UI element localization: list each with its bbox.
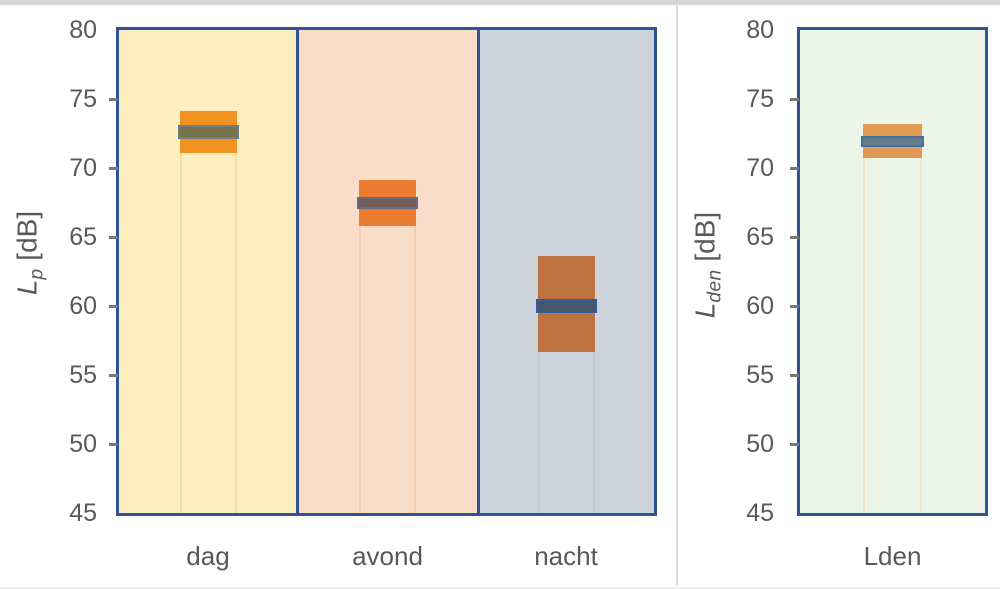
y-tick-label-55: 55 bbox=[69, 361, 97, 389]
y-axis-tick-55 bbox=[790, 373, 799, 377]
y-axis-title-symbol: L bbox=[689, 302, 721, 319]
range-box-avond bbox=[359, 180, 416, 226]
y-axis-tick-70 bbox=[790, 166, 799, 170]
window-top-edge bbox=[0, 0, 1000, 5]
range-box-dag bbox=[179, 111, 237, 153]
y-axis-tick-75 bbox=[109, 97, 118, 101]
y-tick-label-70: 70 bbox=[746, 154, 774, 182]
chart-panel-divider bbox=[676, 5, 678, 586]
y-tick-label-65: 65 bbox=[746, 223, 774, 251]
category-label-avond: avond bbox=[352, 541, 423, 571]
whisker-column-lden bbox=[863, 158, 922, 513]
y-tick-label-50: 50 bbox=[69, 430, 97, 458]
y-tick-label-80: 80 bbox=[69, 16, 97, 44]
y-axis-title-subscript: p bbox=[26, 268, 48, 280]
y-tick-label-70: 70 bbox=[69, 154, 97, 182]
y-axis-title-subscript: den bbox=[704, 269, 726, 303]
y-axis-title-lp: Lp [dB] bbox=[11, 210, 48, 296]
y-tick-label-45: 45 bbox=[69, 499, 97, 527]
category-band-nacht bbox=[478, 30, 654, 513]
y-axis-tick-75 bbox=[790, 97, 799, 101]
mean-band-dag bbox=[177, 125, 239, 140]
y-axis-tick-55 bbox=[109, 373, 118, 377]
whisker-column-dag bbox=[179, 152, 237, 513]
band-separator bbox=[295, 30, 299, 513]
plot-area-border bbox=[116, 27, 657, 516]
y-axis-title-unit: [dB] bbox=[11, 210, 43, 269]
mean-band-nacht bbox=[535, 299, 597, 313]
y-tick-label-75: 75 bbox=[69, 85, 97, 113]
y-axis-tick-65 bbox=[790, 235, 799, 239]
y-tick-label-60: 60 bbox=[69, 292, 97, 320]
mean-band-avond bbox=[357, 196, 418, 210]
category-band-lden bbox=[800, 30, 985, 513]
y-axis-tick-60 bbox=[109, 304, 118, 308]
y-tick-label-60: 60 bbox=[746, 292, 774, 320]
plot-area-border bbox=[797, 27, 988, 516]
whisker-column-avond bbox=[359, 225, 416, 513]
y-axis-title-unit: [dB] bbox=[689, 211, 721, 270]
y-axis-tick-50 bbox=[109, 442, 118, 446]
y-tick-label-80: 80 bbox=[746, 16, 774, 44]
y-axis-tick-60 bbox=[790, 304, 799, 308]
y-tick-label-65: 65 bbox=[69, 223, 97, 251]
range-box-lden bbox=[863, 123, 922, 159]
range-box-nacht bbox=[537, 256, 595, 352]
y-axis-tick-65 bbox=[109, 235, 118, 239]
y-axis-title-symbol: L bbox=[11, 279, 43, 296]
mean-band-lden bbox=[861, 136, 924, 148]
category-band-avond bbox=[297, 30, 478, 513]
category-label-dag: dag bbox=[186, 541, 230, 571]
band-separator bbox=[476, 30, 480, 513]
category-label-lden: Lden bbox=[863, 541, 922, 571]
whisker-column-nacht bbox=[537, 351, 595, 513]
y-tick-label-45: 45 bbox=[746, 499, 774, 527]
y-tick-label-50: 50 bbox=[746, 430, 774, 458]
category-band-dag bbox=[119, 30, 297, 513]
y-tick-label-55: 55 bbox=[746, 361, 774, 389]
y-axis-title-lden: Lden [dB] bbox=[689, 211, 726, 319]
category-label-nacht: nacht bbox=[534, 541, 598, 571]
y-tick-label-75: 75 bbox=[746, 85, 774, 113]
y-axis-tick-50 bbox=[790, 442, 799, 446]
window-bottom-edge bbox=[0, 587, 1000, 589]
y-axis-tick-70 bbox=[109, 166, 118, 170]
